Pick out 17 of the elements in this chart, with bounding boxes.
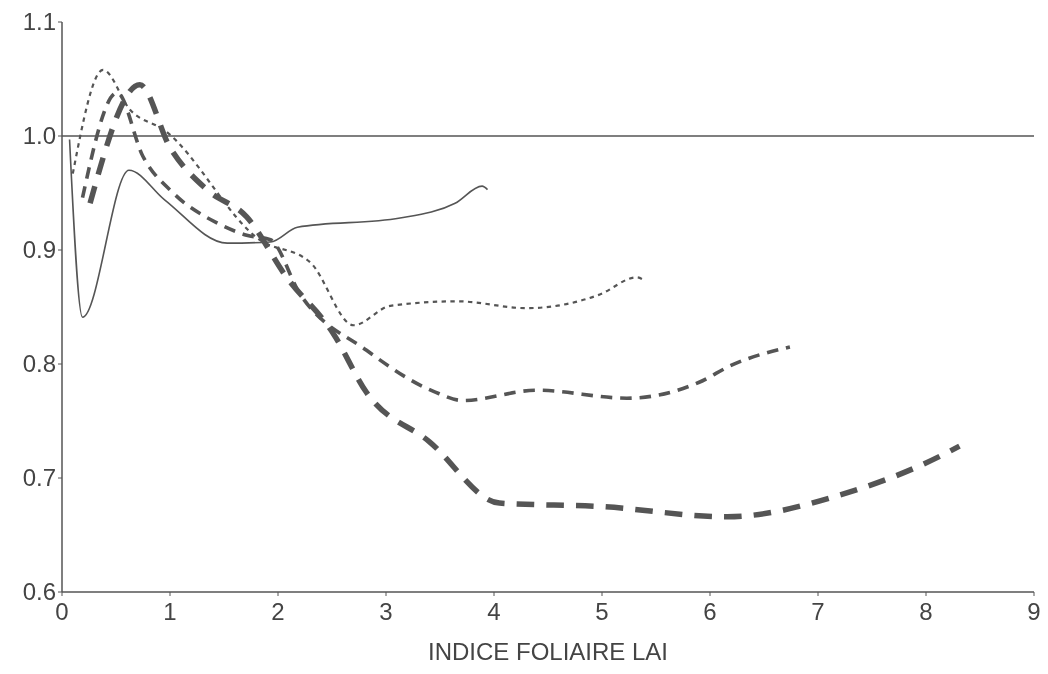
y-tick-label: 0.7: [22, 464, 56, 492]
x-tick-label: 1: [163, 598, 177, 625]
x-tick-label: 5: [595, 598, 609, 625]
x-tick-label: 2: [271, 598, 285, 625]
y-tick-label: 0.9: [22, 236, 56, 264]
x-tick-label: 3: [379, 598, 393, 625]
y-tick-label: 1.0: [22, 122, 56, 150]
x-tick-label: 9: [1027, 598, 1041, 625]
y-tick-label: 0.6: [22, 578, 56, 606]
x-tick-label: 8: [919, 598, 933, 625]
x-axis-title: INDICE FOLIAIRE LAI: [427, 638, 669, 665]
y-tick-label: 1.1: [22, 8, 56, 36]
x-tick-label: 0: [55, 598, 69, 625]
x-tick-label: 6: [703, 598, 717, 625]
y-tick-label: 0.8: [22, 350, 56, 378]
x-tick-label: 4: [487, 598, 501, 625]
x-tick-label: 7: [811, 598, 825, 625]
